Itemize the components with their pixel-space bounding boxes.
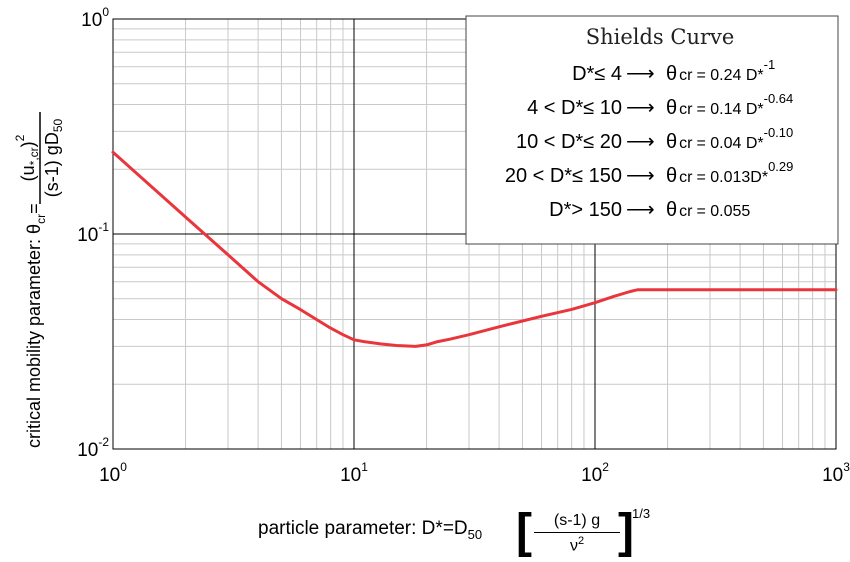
- y-axis-label: critical mobility parameter: θcr= (u*,cr…: [13, 112, 65, 448]
- legend-condition: 10 < D*≤ 20: [516, 131, 622, 153]
- x-tick-label: 103: [822, 460, 850, 486]
- ylabel-num-close: ): [18, 141, 38, 147]
- legend-condition: 4 < D*≤ 10: [527, 97, 622, 119]
- svg-text:(u*,cr)2: (u*,cr)2: [13, 134, 41, 181]
- legend-title: Shields Curve: [586, 25, 735, 49]
- y-tick-labels: 100 10-1 10-2: [77, 5, 109, 461]
- legend-formula: θ cr = 0.24 D*-1: [666, 57, 775, 85]
- ylabel-num-sub: *,cr: [27, 147, 41, 165]
- xlabel-frac-den-sup: 2: [577, 535, 585, 547]
- xlabel-power: 1/3: [632, 506, 651, 521]
- curve-layer: [111, 150, 838, 348]
- legend-formula: θ cr = 0.14 D*-0.64: [666, 91, 793, 119]
- ylabel-num-sup: 2: [13, 134, 27, 141]
- xlabel-fraction: (s-1) g ν2: [534, 512, 620, 555]
- x-tick-label: 100: [99, 460, 127, 486]
- ylabel-prefix: critical mobility parameter: θ: [24, 224, 44, 448]
- ylabel-den-sub: 50: [51, 118, 65, 132]
- x-tick-label: 101: [340, 460, 368, 486]
- svg-text:critical mobility parameter: θ: critical mobility parameter: θcr=: [24, 203, 48, 448]
- xlabel-sub: 50: [467, 526, 483, 542]
- legend-condition: D*> 150: [549, 199, 622, 221]
- xlabel-equals: =D: [442, 518, 468, 539]
- xlabel-left-bracket: [: [516, 505, 532, 558]
- legend-arrow: ⟶: [626, 165, 655, 187]
- legend: Shields Curve D*≤ 4 ⟶ θ cr = 0.24 D*-14 < D*…: [465, 15, 839, 245]
- legend-arrow: ⟶: [626, 131, 655, 153]
- xlabel-frac-den: ν: [569, 537, 578, 555]
- legend-arrow: ⟶: [626, 97, 655, 119]
- xlabel-star: *: [435, 518, 443, 539]
- xlabel-prefix: particle parameter: D: [258, 518, 436, 539]
- y-tick-label: 10-1: [77, 220, 109, 246]
- ylabel-prefix-sub: cr: [34, 214, 48, 224]
- y-tick-label: 100: [81, 5, 109, 31]
- y-tick-label: 10-2: [77, 435, 109, 461]
- legend-formula: θ cr = 0.013D*0.29: [666, 159, 793, 187]
- ylabel-den-main: (s-1) gD: [42, 132, 62, 197]
- x-tick-label: 102: [581, 460, 609, 486]
- ylabel-equals: =: [24, 203, 44, 214]
- svg-text:(s-1) gD50: (s-1) gD50: [42, 118, 65, 197]
- legend-arrow: ⟶: [626, 199, 655, 221]
- x-tick-labels: 100 101 102 103: [99, 460, 850, 486]
- legend-condition: D*≤ 4: [572, 63, 622, 85]
- ylabel-num-main: (u: [18, 165, 38, 181]
- legend-box: [465, 15, 839, 245]
- legend-lines: D*≤ 4 ⟶ θ cr = 0.24 D*-14 < D*≤ 10 ⟶ θ cr = 0.14…: [505, 57, 794, 221]
- legend-arrow: ⟶: [626, 63, 655, 85]
- legend-formula: θ cr = 0.055: [666, 199, 750, 221]
- legend-formula: θ cr = 0.04 D*-0.10: [666, 125, 793, 153]
- xlabel-frac-num: (s-1) g: [534, 512, 620, 533]
- shields-curve-line: [111, 150, 838, 348]
- legend-condition: 20 < D*≤ 150: [505, 165, 622, 187]
- xlabel-right-bracket: ]: [618, 505, 634, 558]
